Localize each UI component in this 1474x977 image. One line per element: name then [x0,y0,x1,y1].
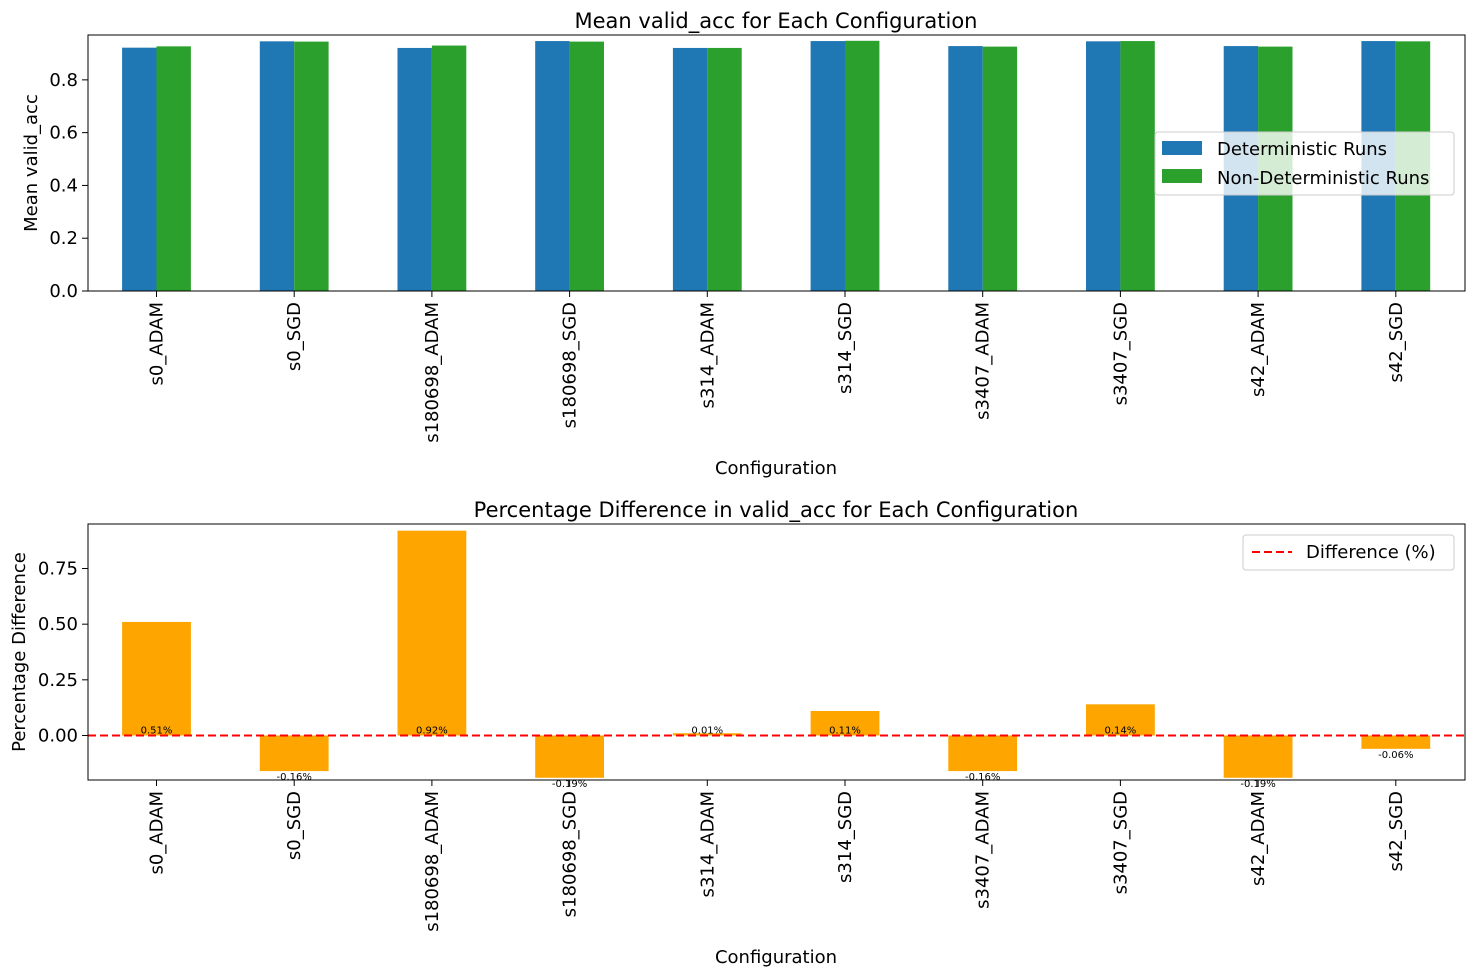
bar-difference-s42-sgd [1361,735,1431,749]
y-tick-label: 0.00 [38,725,78,746]
bar-difference-s314-sgd [810,710,880,736]
mean-valid-acc-chart: 0.0 0.2 0.4 0.6 0.8 s0_ADAM s0_SGD s180698_ADA… [21,9,1466,479]
bar-deterministic-runs-s0-sgd [259,41,295,292]
plot-frame [87,34,1466,292]
legend: Difference (%) [1242,534,1455,571]
x-tick-label-s314-adam: s314_ADAM [697,791,718,897]
bar-non-deterministic-runs-s180698-adam [431,45,467,291]
legend: Deterministic Runs Non-Deterministic Run… [1154,131,1455,196]
bar-non-deterministic-runs-s0-sgd [294,41,329,292]
y-tick-label: 0.0 [49,281,78,302]
data-label-s3407-adam: -0.16% [965,772,1000,783]
bar-difference-s3407-sgd [1086,704,1155,736]
x-tick-label-s3407-sgd: s3407_SGD [1110,791,1131,894]
data-label-s314-adam: 0.01% [691,725,723,736]
x-tick-label-s314-sgd: s314_SGD [835,302,856,394]
bar-difference-s42-adam [1223,735,1293,778]
x-tick-label-s0-adam: s0_ADAM [147,302,168,386]
legend-frame [1242,534,1455,571]
x-tick-label-s0-sgd: s0_SGD [284,302,305,371]
data-label-s0-adam: 0.51% [141,725,173,736]
legend-label-deterministic: Deterministic Runs [1217,139,1387,160]
data-label-s3407-sgd: 0.14% [1105,725,1137,736]
x-axis-label: Configuration [715,947,837,968]
x-tick-label-s0-sgd: s0_SGD [284,791,305,860]
y-tick-label: 0.6 [49,123,78,144]
y-tick-label: 0.25 [38,670,78,691]
bar-non-deterministic-runs-s3407-sgd [1120,41,1155,292]
bar-deterministic-runs-s3407-sgd [1086,41,1121,292]
y-tick-label: 0.4 [49,175,78,196]
data-label-s0-sgd: -0.16% [277,772,312,783]
bar-non-deterministic-runs-s180698-sgd [569,41,604,292]
data-label-s314-sgd: 0.11% [829,725,861,736]
x-tick-label-s42-sgd: s42_SGD [1386,302,1407,383]
data-label-s180698-adam: 0.92% [416,725,448,736]
bar-non-deterministic-runs-s0-adam [156,46,191,292]
x-tick-label-s180698-sgd: s180698_SGD [560,791,581,917]
x-tick-label-s3407-sgd: s3407_SGD [1110,302,1131,405]
bar-deterministic-runs-s180698-sgd [535,41,570,292]
legend-swatch-non-deterministic [1162,169,1202,183]
legend-swatch-deterministic [1162,141,1202,155]
x-axis-label: Configuration [715,458,837,479]
bar-deterministic-runs-s314-adam [672,47,708,291]
legend-label-non-deterministic: Non-Deterministic Runs [1217,168,1429,189]
y-tick-label: 0.50 [38,614,78,635]
x-tick-label-s42-adam: s42_ADAM [1248,791,1269,886]
bar-deterministic-runs-s3407-adam [948,46,983,292]
bar-difference-s180698-sgd [535,735,604,778]
bar-deterministic-runs-s314-sgd [810,41,845,292]
x-tick-label-s3407-adam: s3407_ADAM [973,791,994,909]
x-tick-label-s42-adam: s42_ADAM [1248,302,1269,397]
percentage-difference-chart: 0.51%-0.16%0.92%-0.19%0.01% 0.11%-0.16%0.… [9,498,1466,968]
x-tick-label-s314-adam: s314_ADAM [697,302,718,408]
bar-non-deterministic-runs-s3407-adam [982,46,1018,292]
bar-difference-s180698-adam [397,530,467,736]
x-tick-label-s42-sgd: s42_SGD [1386,791,1407,872]
y-axis-label: Mean valid_acc [21,94,42,232]
bar-difference-s3407-adam [948,735,1018,772]
bar-difference-s0-adam [122,621,191,736]
plot-frame [87,523,1466,781]
y-tick-label: 0.2 [49,228,78,249]
x-tick-label-s180698-adam: s180698_ADAM [422,791,443,932]
x-tick-label-s3407-adam: s3407_ADAM [973,302,994,420]
chart-title: Mean valid_acc for Each Configuration [575,9,978,34]
bar-deterministic-runs-s0-adam [122,47,157,291]
legend-frame [1154,131,1455,196]
y-tick-label: 0.8 [49,70,78,91]
bar-non-deterministic-runs-s314-adam [707,47,742,291]
bar-non-deterministic-runs-s314-sgd [845,40,880,292]
bar-deterministic-runs-s180698-adam [397,47,432,291]
y-tick-label: 0.75 [38,559,78,580]
bar-difference-s314-adam [672,733,742,736]
bar-difference-s0-sgd [259,735,329,772]
x-tick-label-s0-adam: s0_ADAM [147,791,168,875]
chart-title: Percentage Difference in valid_acc for E… [474,498,1079,523]
data-label-s42-sgd: -0.06% [1378,750,1413,761]
legend-label-difference: Difference (%) [1306,542,1436,563]
x-tick-label-s180698-sgd: s180698_SGD [560,302,581,428]
x-tick-label-s180698-adam: s180698_ADAM [422,302,443,443]
y-axis-label: Percentage Difference [9,552,30,752]
x-tick-label-s314-sgd: s314_SGD [835,791,856,883]
